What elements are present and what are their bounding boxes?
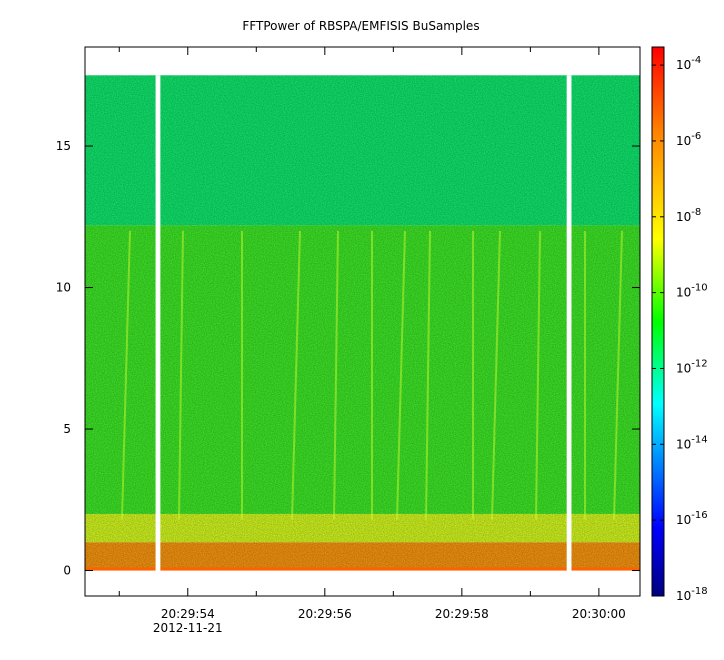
- colorbar-tick-exponent: -10: [691, 283, 707, 294]
- colorbar-tick-exponent: -12: [691, 358, 707, 369]
- colorbar-tick-label: 10-10: [676, 283, 708, 300]
- colorbar: 10-4 10-6 10-8 10-10 10-12 10-14 10-16 10-18: [651, 46, 708, 603]
- emission-streak: [613, 230, 623, 520]
- y-tick-label: 0: [63, 564, 71, 578]
- low-frequency-edge: [85, 567, 640, 571]
- colorbar-tick-label: 10-12: [676, 358, 708, 375]
- colorbar-tick-exponent: -18: [691, 586, 707, 597]
- colorbar-tick-label: 10-6: [676, 131, 701, 148]
- colorbar-tick-label: 10-18: [676, 586, 708, 603]
- colorbar-tick-label: 10-8: [676, 207, 701, 224]
- emission-streak: [121, 230, 131, 520]
- colorbar-gradient: [652, 47, 664, 596]
- emission-streak: [396, 230, 406, 520]
- plot-frame: [84, 46, 641, 597]
- data-gap-0: [155, 75, 161, 572]
- colorbar-tick-label: 10-16: [676, 510, 708, 527]
- emission-streak: [535, 230, 541, 520]
- y-tick-label: 15: [56, 139, 71, 153]
- x-tick-label: 20:29:58: [435, 607, 489, 621]
- emission-streak: [491, 230, 501, 520]
- emission-streak: [333, 230, 339, 520]
- colorbar-tick-exponent: -6: [691, 131, 701, 142]
- colorbar-tick-exponent: -8: [691, 207, 701, 218]
- colorbar-tick-label: 10-4: [676, 55, 701, 72]
- x-tick-label: 20:30:00: [572, 607, 626, 621]
- data-gap-1: [566, 75, 572, 572]
- emission-streak: [291, 230, 301, 520]
- y-tick-label: 5: [63, 422, 71, 436]
- emission-streak: [178, 230, 184, 520]
- emission-streak: [425, 230, 431, 520]
- x-tick-sublabel: 2012-11-21: [153, 621, 223, 635]
- colorbar-tick-label: 10-14: [676, 434, 708, 451]
- colorbar-tick-exponent: -16: [691, 510, 707, 521]
- colorbar-tick-exponent: -14: [691, 434, 707, 445]
- x-tick-label: 20:29:56: [298, 607, 352, 621]
- colorbar-tick-exponent: -4: [691, 55, 701, 66]
- x-tick-label: 20:29:54: [161, 607, 215, 621]
- chart-title: FFTPower of RBSPA/EMFISIS BuSamples: [242, 19, 479, 33]
- colorbar-frame: [651, 46, 665, 597]
- y-tick-label: 10: [56, 281, 71, 295]
- plot-area: [85, 75, 640, 572]
- spectrum-texture: [85, 75, 640, 571]
